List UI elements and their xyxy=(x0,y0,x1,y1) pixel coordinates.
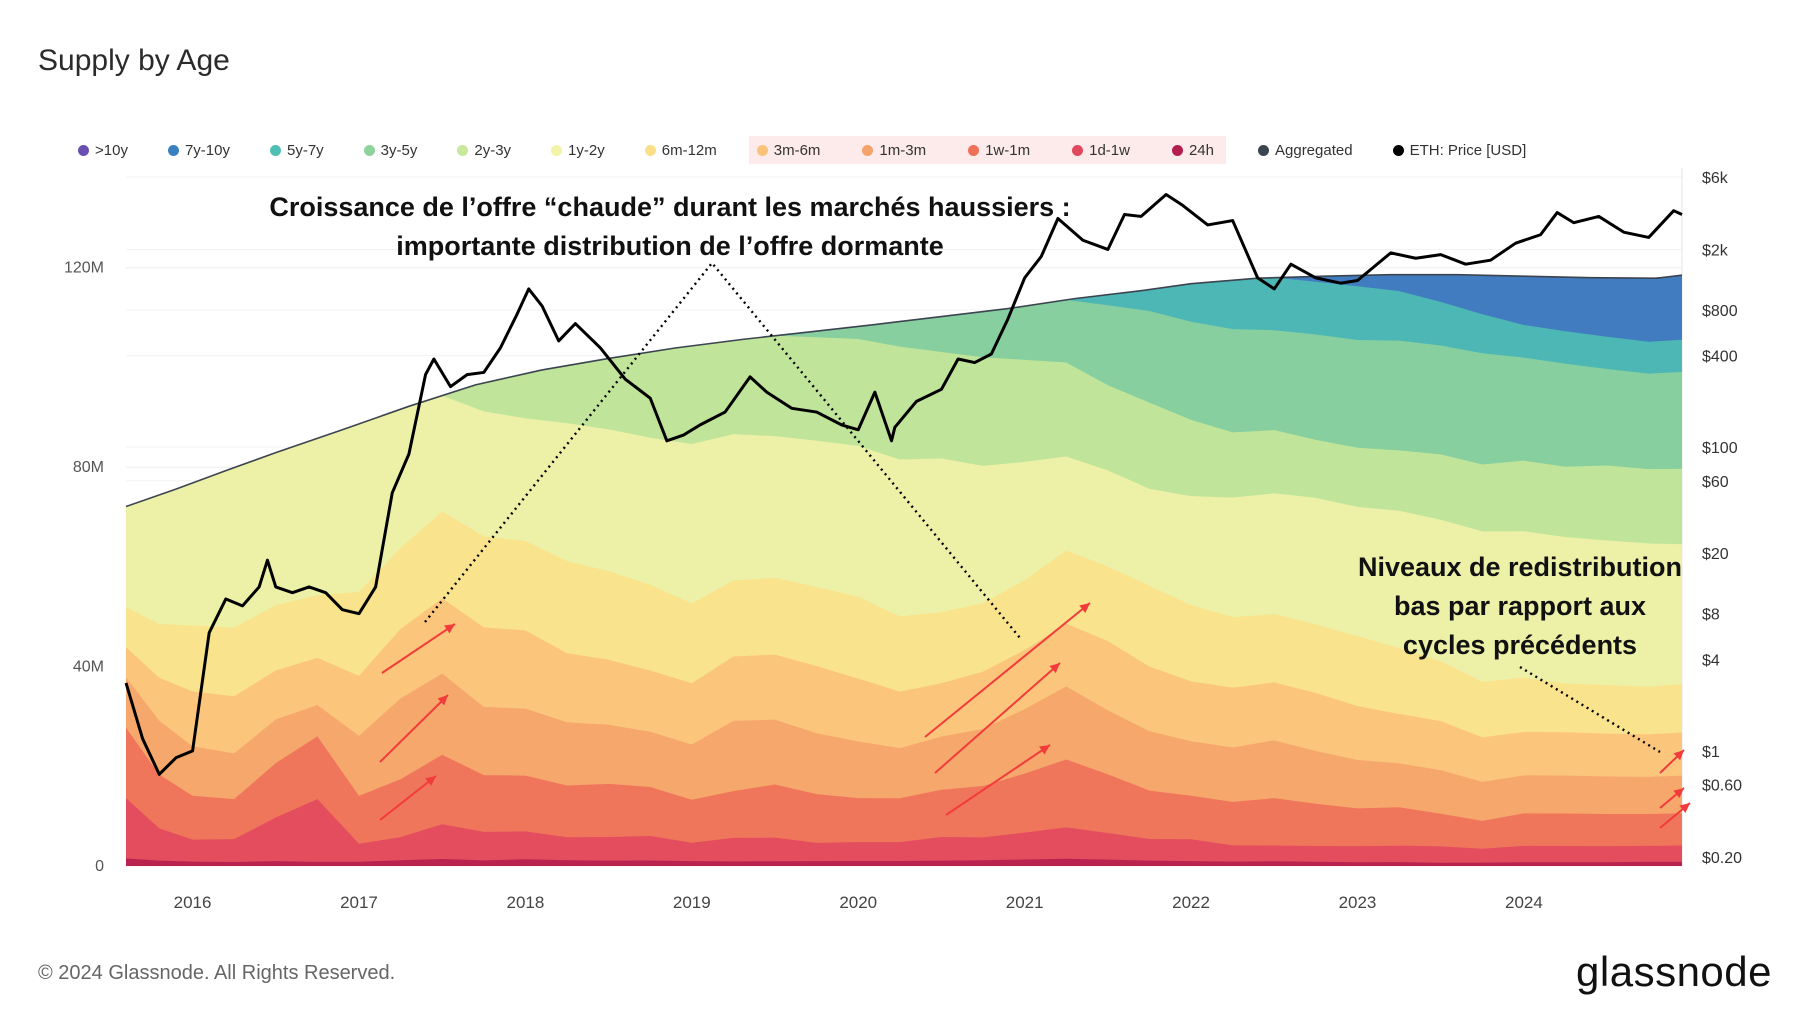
price-tick-label: $100 xyxy=(1702,440,1738,457)
legend-dot-icon xyxy=(363,144,375,156)
legend-item-1d-1w[interactable]: 1d-1w xyxy=(1064,136,1164,164)
annotation-line: Niveaux de redistribution xyxy=(1357,552,1683,582)
red-arrowhead xyxy=(1673,750,1684,761)
legend-item-gt10y[interactable]: >10y xyxy=(70,136,136,164)
annotation-line: Croissance de l’offre “chaude” durant le… xyxy=(269,192,1071,222)
x-tick-label: 2022 xyxy=(1172,893,1210,912)
y-tick-label: 0 xyxy=(95,858,104,875)
aggregated-supply-line xyxy=(125,273,1683,508)
price-tick-label: $20 xyxy=(1702,546,1729,563)
price-tick-label: $2k xyxy=(1702,242,1729,259)
legend-label: 1m-3m xyxy=(879,141,927,159)
legend-dot-icon xyxy=(269,144,281,156)
y-tick-label: 80M xyxy=(73,459,104,476)
legend-label: 5y-7y xyxy=(286,141,324,159)
legend-label: 1d-1w xyxy=(1089,141,1130,159)
area-1w1m xyxy=(126,727,1682,866)
price-tick-label: $6k xyxy=(1702,170,1729,187)
legend-label: 1w-1m xyxy=(985,141,1031,159)
red-arrow xyxy=(924,602,1091,738)
x-tick-label: 2016 xyxy=(174,893,212,912)
red-arrow xyxy=(934,662,1061,774)
legend-item-1w-1m[interactable]: 1w-1m xyxy=(960,136,1065,164)
legend-label: 3y-5y xyxy=(380,141,418,159)
red-arrowhead xyxy=(1079,603,1090,613)
area-1d1w xyxy=(126,798,1682,866)
legend-label: 7y-10y xyxy=(184,141,230,159)
legend-label: 6m-12m xyxy=(661,141,717,159)
y-tick-label: 120M xyxy=(64,260,104,277)
chart-title: Supply by Age xyxy=(38,44,230,77)
area-24h xyxy=(126,858,1682,866)
legend-label: >10y xyxy=(95,141,128,159)
red-arrowhead xyxy=(425,776,436,786)
copyright-footer: © 2024 Glassnode. All Rights Reserved. xyxy=(38,962,396,984)
legend-item-3m-6m[interactable]: 3m-6m xyxy=(748,136,855,164)
legend-item-eth-price[interactable]: ETH: Price [USD] xyxy=(1385,136,1535,164)
legend-item-2y-3y[interactable]: 2y-3y xyxy=(449,136,519,164)
legend-dot-icon xyxy=(756,144,768,156)
red-arrow xyxy=(379,775,437,821)
annotation-redistribution: Niveaux de redistribution bas par rappor… xyxy=(1340,548,1700,665)
legend-item-aggregated[interactable]: Aggregated xyxy=(1250,136,1361,164)
legend-dot-icon xyxy=(1258,144,1269,156)
annotation-line: importante distribution de l’offre dorma… xyxy=(396,231,944,261)
price-tick-label: $8 xyxy=(1702,607,1720,624)
legend-dot-icon xyxy=(457,144,469,156)
red-arrowhead xyxy=(1673,788,1684,799)
legend-dot-icon xyxy=(1072,144,1084,156)
legend-dot-icon xyxy=(1392,144,1404,156)
red-arrowhead xyxy=(1049,663,1060,674)
legend-dot-icon xyxy=(167,144,179,156)
legend-dot-icon xyxy=(968,144,980,156)
x-tick-label: 2023 xyxy=(1339,893,1377,912)
legend-label: Aggregated xyxy=(1275,141,1353,159)
legend-item-6m-12m[interactable]: 6m-12m xyxy=(637,136,725,164)
glassnode-logo[interactable]: glassnode xyxy=(1576,948,1772,995)
price-tick-label: $1 xyxy=(1702,744,1720,761)
x-tick-label: 2019 xyxy=(673,893,711,912)
legend-item-7y-10y[interactable]: 7y-10y xyxy=(160,136,238,164)
x-tick-label: 2018 xyxy=(506,893,544,912)
price-tick-label: $4 xyxy=(1702,652,1720,669)
legend-dot-icon xyxy=(862,144,874,156)
legend-item-3y-5y[interactable]: 3y-5y xyxy=(356,136,426,164)
annotation-line: bas par rapport aux xyxy=(1393,591,1647,621)
legend-item-24h[interactable]: 24h xyxy=(1163,136,1226,164)
price-tick-label: $800 xyxy=(1702,303,1738,320)
legend-item-1y-2y[interactable]: 1y-2y xyxy=(543,136,613,164)
red-arrow xyxy=(945,744,1051,816)
red-arrow xyxy=(381,623,456,674)
legend-label: 3m-6m xyxy=(773,141,821,159)
x-tick-label: 2020 xyxy=(839,893,877,912)
price-tick-label: $0.20 xyxy=(1702,850,1742,867)
red-arrow xyxy=(379,694,449,763)
legend-dot-icon xyxy=(551,144,563,156)
legend-dot-icon xyxy=(78,144,89,156)
legend: >10y 7y-10y 5y-7y 3y-5y 2y-3y 1y-2y 6m-1… xyxy=(70,136,1558,164)
red-arrowhead xyxy=(1039,745,1050,755)
legend-label: ETH: Price [USD] xyxy=(1409,141,1527,159)
x-tick-label: 2017 xyxy=(340,893,378,912)
price-tick-label: $400 xyxy=(1702,349,1738,366)
y-tick-label: 40M xyxy=(73,659,104,676)
eth-price-line xyxy=(124,193,1683,776)
red-arrowhead xyxy=(437,695,448,706)
annotation-line: cycles précédents xyxy=(1402,630,1638,660)
legend-dot-icon xyxy=(644,144,656,156)
x-tick-label: 2024 xyxy=(1505,893,1543,912)
price-tick-label: $60 xyxy=(1702,474,1729,491)
legend-item-1m-3m[interactable]: 1m-3m xyxy=(854,136,961,164)
legend-label: 24h xyxy=(1188,141,1214,159)
legend-label: 1y-2y xyxy=(568,141,605,159)
legend-label: 2y-3y xyxy=(474,141,512,159)
x-tick-label: 2021 xyxy=(1006,893,1044,912)
legend-dot-icon xyxy=(1171,144,1183,156)
red-arrowhead xyxy=(1679,803,1690,814)
annotation-hot-supply: Croissance de l’offre “chaude” durant le… xyxy=(230,188,1110,266)
red-arrowhead xyxy=(444,624,455,634)
legend-item-5y-7y[interactable]: 5y-7y xyxy=(262,136,332,164)
price-tick-label: $0.60 xyxy=(1702,778,1742,795)
